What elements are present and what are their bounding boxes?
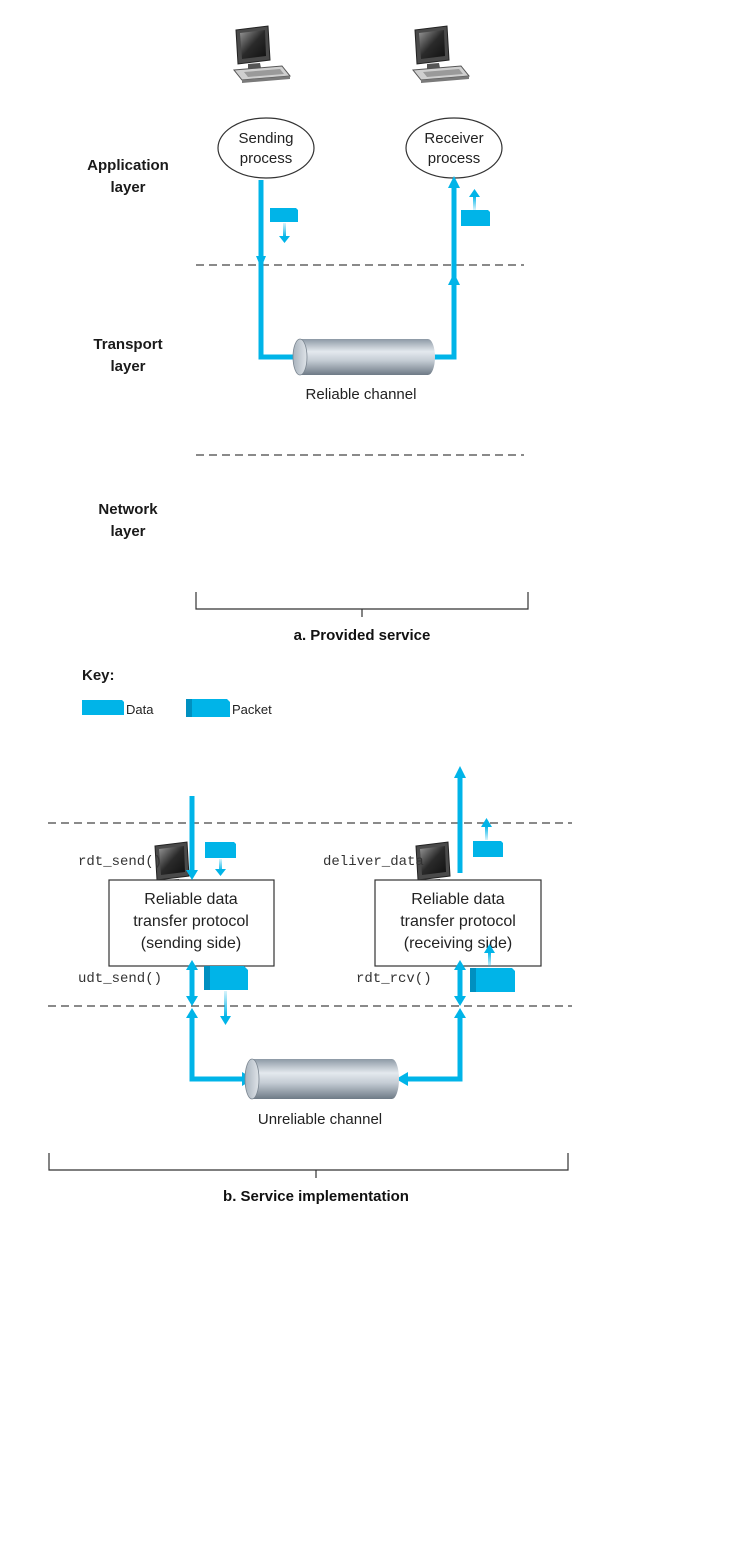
- receiver-process-label-2: process: [428, 150, 481, 167]
- sender-computer-icon: [233, 25, 291, 84]
- transport-layer-label-2: layer: [110, 358, 145, 375]
- key-title: Key:: [82, 667, 115, 684]
- sending-process-label-2: process: [240, 150, 293, 167]
- sender-flow-line: [258, 180, 298, 360]
- receiver-box-line-2: transfer protocol: [400, 913, 516, 930]
- key-packet-swatch: [186, 699, 230, 717]
- transport-layer-label-1: Transport: [93, 336, 162, 353]
- receiver-process-label-1: Receiver: [424, 130, 483, 147]
- sender-box-line-3: (sending side): [141, 935, 242, 952]
- udt-send-label: udt_send(): [78, 971, 162, 987]
- panel-a-caption: a. Provided service: [294, 627, 431, 644]
- sender-protocol-box: [108, 879, 275, 967]
- receiver-computer-icon: [412, 25, 470, 84]
- receiver-flow-line: [430, 186, 457, 360]
- sender-data-icon: [270, 208, 298, 243]
- network-layer-label-1: Network: [98, 501, 158, 518]
- sender-down-arrowhead: [256, 256, 266, 268]
- layer-labels: Application layer Transport layer Networ…: [87, 157, 169, 540]
- receiver-box-line-1: Reliable data: [411, 891, 505, 908]
- provided-service-flow: [256, 176, 460, 364]
- receiver-mid-arrowhead: [448, 273, 460, 285]
- application-layer-label-1: Application: [87, 157, 169, 174]
- reliable-channel-label: Reliable channel: [306, 386, 417, 403]
- receiver-data-icon: [461, 189, 490, 226]
- key-data-swatch: [82, 700, 124, 715]
- reliable-channel-pipe: [292, 338, 435, 376]
- sender-box-line-1: Reliable data: [144, 891, 238, 908]
- sending-process-label-1: Sending: [238, 130, 293, 147]
- sending-process-ellipse: [217, 117, 315, 179]
- rdt-rcv-label: rdt_rcv(): [356, 971, 432, 987]
- key-packet-label: Packet: [232, 702, 272, 717]
- deliver-data-label: deliver_data: [323, 854, 424, 870]
- receiver-flow-b: [396, 766, 466, 1086]
- key-packet-header: [186, 699, 192, 717]
- panel-b-bracket: [48, 1153, 569, 1171]
- sender-box-line-2: transfer protocol: [133, 913, 249, 930]
- panel-b-caption: b. Service implementation: [223, 1188, 409, 1205]
- udt-send-packet-icon: [204, 966, 248, 1025]
- rdt-send-label: rdt_send(): [78, 854, 162, 870]
- key-data-label: Data: [126, 702, 154, 717]
- rdt-rcv-packet-icon: [470, 944, 515, 992]
- receiver-protocol-box: [374, 879, 542, 967]
- rdt-send-data-icon: [205, 842, 236, 876]
- unreliable-channel-label: Unreliable channel: [258, 1111, 382, 1128]
- receiver-up-arrowhead: [448, 176, 460, 188]
- panel-a-bracket: [195, 592, 529, 610]
- receiver-process-ellipse: [405, 117, 503, 179]
- receiver-box-line-3: (receiving side): [404, 935, 512, 952]
- application-layer-label-2: layer: [110, 179, 145, 196]
- unreliable-channel-pipe: [244, 1058, 399, 1100]
- deliver-data-icon: [473, 818, 503, 857]
- network-layer-label-2: layer: [110, 523, 145, 540]
